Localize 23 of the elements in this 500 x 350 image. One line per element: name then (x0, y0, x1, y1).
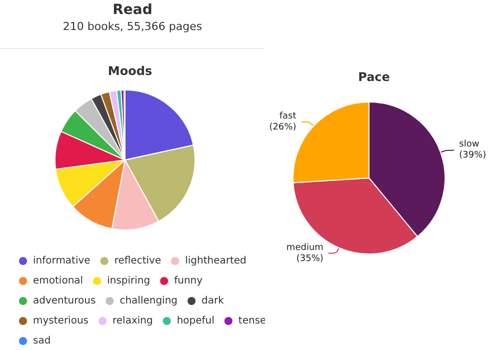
legend-label: adventurous (33, 296, 96, 306)
legend-label: sad (33, 336, 51, 346)
legend-label: dark (202, 296, 224, 306)
legend-label: challenging (120, 296, 178, 306)
legend-label: hopeful (176, 316, 214, 326)
data-label: (26%) (269, 122, 296, 132)
chart-title: Moods (108, 64, 152, 78)
slice-label: fast (279, 111, 297, 122)
legend-label: lighthearted (185, 256, 246, 266)
legend-label: relaxing (112, 316, 153, 326)
text: 210 books, 55,366 pages (62, 20, 204, 33)
chart-title: Pace (358, 70, 390, 84)
slice-label: medium (286, 242, 324, 253)
legend-label: funny (174, 276, 203, 286)
legend-label: informative (33, 256, 90, 266)
legend-label: inspiring (107, 276, 150, 286)
legend-label: emotional (33, 276, 84, 286)
text: Read (112, 2, 154, 18)
data-label: (35%) (296, 254, 324, 264)
data-label: (39%) (459, 150, 486, 161)
legend-label: mysterious (33, 316, 88, 326)
slice-label: slow (459, 140, 480, 150)
legend-label: reflective (114, 256, 162, 266)
